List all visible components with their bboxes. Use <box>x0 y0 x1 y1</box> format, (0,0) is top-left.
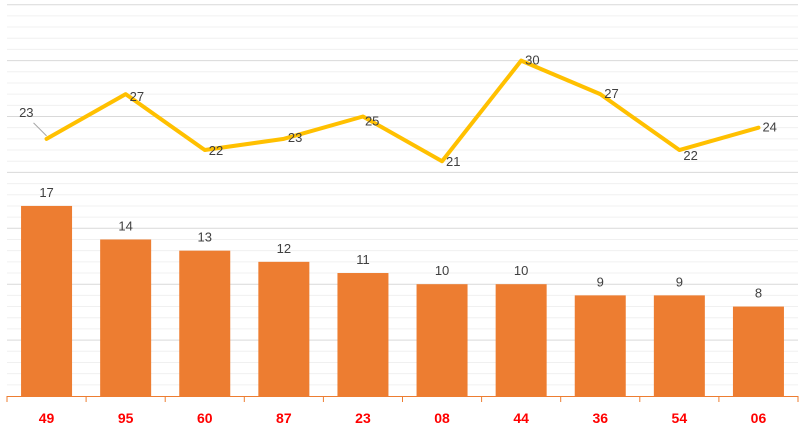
bar <box>416 284 468 396</box>
bar <box>653 295 705 396</box>
bar <box>258 261 310 396</box>
bar <box>179 250 231 396</box>
x-tick-label: 54 <box>672 410 688 426</box>
x-tick-labels: 49 95 60 87 23 08 44 36 54 06 <box>39 410 767 426</box>
x-tick-label: 49 <box>39 410 55 426</box>
bar <box>495 284 547 396</box>
bar-value-label: 10 <box>435 263 449 278</box>
line-value-label: 24 <box>762 120 776 135</box>
bar-value-label: 8 <box>755 286 762 301</box>
line-value-label: 23 <box>288 130 302 145</box>
x-tick-label: 06 <box>751 410 767 426</box>
x-tick-label: 87 <box>276 410 292 426</box>
label-leader-line <box>33 122 47 137</box>
bar <box>337 273 389 396</box>
bar-value-label: 17 <box>39 185 53 200</box>
line-value-label: 25 <box>365 114 379 129</box>
line-value-label: 22 <box>209 143 223 158</box>
bar-value-label: 11 <box>356 252 370 267</box>
x-tick-label: 08 <box>434 410 450 426</box>
line-value-label: 27 <box>130 89 144 104</box>
line-value-label: 23 <box>19 105 33 120</box>
bar <box>732 306 784 396</box>
bar <box>574 295 626 396</box>
line-value-label: 21 <box>446 154 460 169</box>
bar-value-label: 12 <box>277 241 291 256</box>
bar-value-label: 9 <box>597 274 604 289</box>
x-tick-label: 95 <box>118 410 134 426</box>
x-axis <box>6 396 799 402</box>
x-tick-label: 23 <box>355 410 371 426</box>
line-value-label: 22 <box>683 148 697 163</box>
line-series <box>44 58 761 164</box>
bar-data-labels: 17 14 13 12 11 10 10 9 9 8 <box>39 185 762 301</box>
bar-value-label: 9 <box>676 274 683 289</box>
bar <box>21 205 73 396</box>
bar-value-label: 10 <box>514 263 528 278</box>
x-tick-label: 44 <box>513 410 529 426</box>
line-value-label: 30 <box>525 53 539 68</box>
line-value-label: 27 <box>604 86 618 101</box>
bar <box>100 239 152 396</box>
line-data-labels: 23 27 22 23 25 21 30 27 22 24 <box>19 53 777 170</box>
x-tick-label: 36 <box>592 410 608 426</box>
line-path <box>44 58 761 164</box>
bar-value-label: 14 <box>118 218 132 233</box>
x-tick-label: 60 <box>197 410 213 426</box>
bar-value-label: 13 <box>198 230 212 245</box>
bar-series <box>21 205 784 396</box>
